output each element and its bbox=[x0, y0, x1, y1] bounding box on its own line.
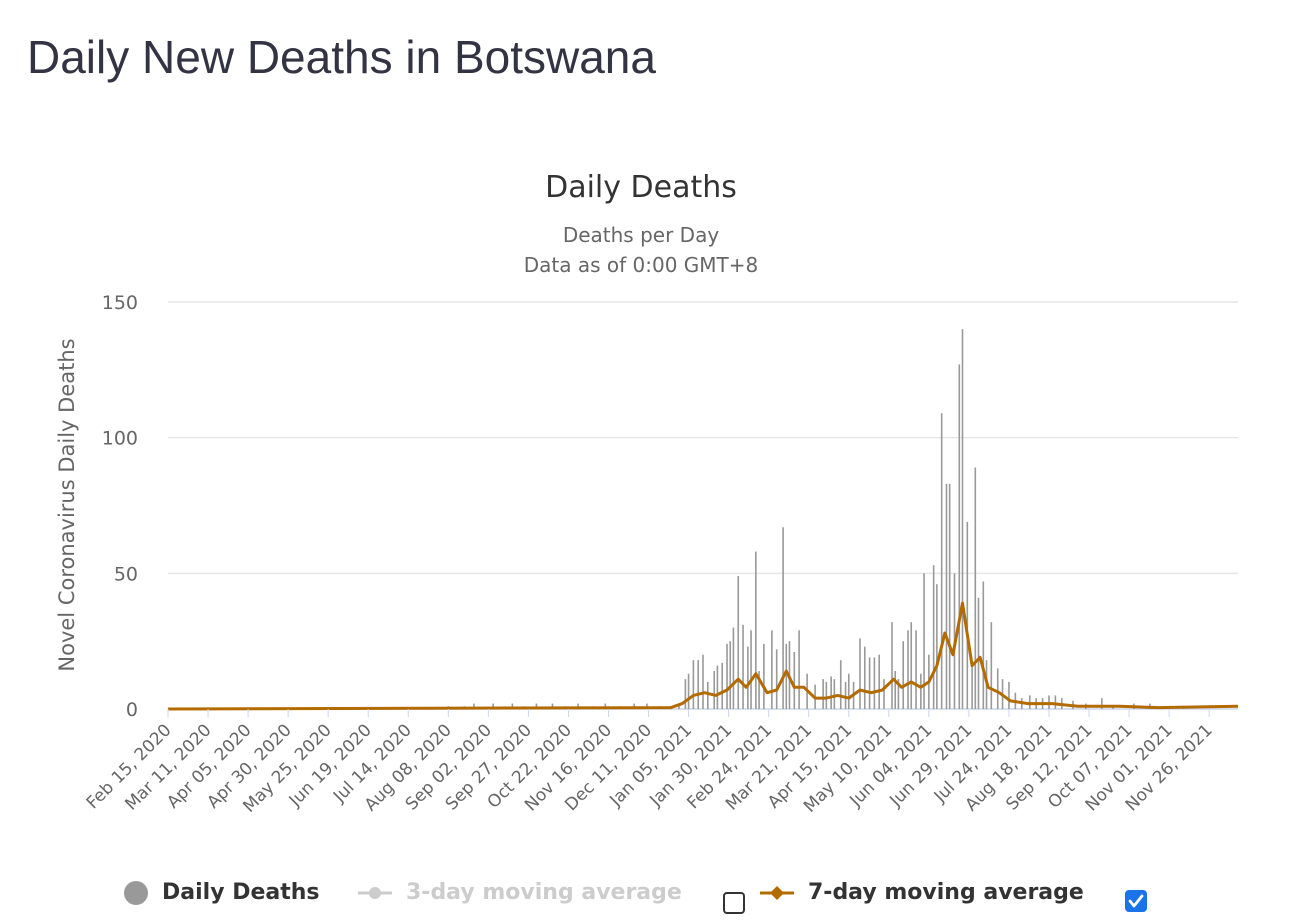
daily-deaths-bar bbox=[844, 681, 847, 709]
daily-deaths-bar bbox=[932, 565, 935, 709]
daily-deaths-bar bbox=[891, 622, 893, 709]
y-axis-ticks: 0 50 100 150 bbox=[102, 292, 138, 721]
page-title: Daily New Deaths in Botswana bbox=[27, 31, 656, 83]
daily-deaths-bar bbox=[902, 641, 905, 709]
daily-deaths-bar bbox=[910, 622, 913, 709]
daily-deaths-bar bbox=[750, 630, 752, 709]
daily-deaths-bar bbox=[859, 638, 861, 709]
daily-deaths-bar bbox=[697, 660, 699, 709]
toggle-7-day-checkbox[interactable] bbox=[1125, 890, 1147, 912]
legend-item-daily-deaths[interactable]: Daily Deaths bbox=[124, 880, 320, 905]
legend-item-3-day-average[interactable]: 3-day moving average bbox=[358, 880, 682, 905]
daily-deaths-bar bbox=[721, 662, 724, 709]
daily-deaths-bar bbox=[775, 649, 778, 709]
moving-average-line bbox=[167, 601, 1239, 711]
grid-lines bbox=[168, 301, 1238, 710]
legend-item-7-day-average[interactable]: 7-day moving average bbox=[760, 880, 1084, 905]
daily-deaths-bar bbox=[732, 627, 735, 709]
daily-deaths-bar bbox=[883, 679, 885, 709]
daily-deaths-bar bbox=[961, 329, 964, 709]
daily-deaths-bar bbox=[684, 679, 687, 709]
daily-deaths-bar bbox=[535, 703, 538, 709]
daily-deaths-bar bbox=[996, 668, 999, 709]
chart-title: Daily Deaths bbox=[545, 170, 737, 205]
daily-deaths-bar bbox=[971, 662, 973, 709]
daily-deaths-bar bbox=[982, 581, 985, 709]
checkmark-icon bbox=[1128, 894, 1144, 908]
daily-deaths-bar bbox=[551, 703, 554, 709]
daily-deaths-bar bbox=[798, 630, 800, 709]
chart-subtitle-line-1: Deaths per Day bbox=[563, 223, 719, 247]
legend-label: 7-day moving average bbox=[808, 880, 1084, 905]
chart-subtitle-line-2: Data as of 0:00 GMT+8 bbox=[524, 253, 759, 277]
daily-deaths-bar bbox=[847, 673, 850, 709]
daily-deaths-bar bbox=[974, 467, 977, 709]
daily-deaths-bar bbox=[948, 483, 951, 709]
seven-day-average-line bbox=[167, 601, 1239, 711]
daily-deaths-bar bbox=[692, 660, 695, 709]
daily-deaths-bar bbox=[763, 643, 765, 709]
daily-deaths-bar bbox=[863, 646, 866, 709]
daily-deaths-bar bbox=[747, 646, 749, 709]
daily-deaths-bar bbox=[1054, 695, 1057, 709]
daily-deaths-bar bbox=[868, 657, 871, 709]
daily-deaths-bar bbox=[945, 483, 948, 709]
daily-deaths-bars bbox=[447, 329, 1185, 709]
daily-deaths-bar bbox=[940, 413, 943, 709]
daily-deaths-bar bbox=[577, 703, 579, 709]
daily-deaths-bar bbox=[825, 681, 828, 709]
daily-deaths-bar bbox=[894, 671, 897, 709]
daily-deaths-bar bbox=[977, 597, 980, 709]
daily-deaths-bar bbox=[907, 630, 909, 709]
legend-label: Daily Deaths bbox=[162, 880, 320, 905]
daily-deaths-bar bbox=[755, 551, 757, 709]
daily-deaths-bar bbox=[966, 521, 969, 709]
daily-deaths-bar bbox=[897, 679, 900, 709]
daily-deaths-bar bbox=[742, 624, 744, 709]
daily-deaths-bar bbox=[758, 671, 760, 709]
y-axis-title: Novel Coronavirus Daily Deaths bbox=[55, 338, 79, 671]
daily-deaths-bar bbox=[920, 673, 922, 709]
daily-deaths-bar bbox=[839, 660, 842, 709]
daily-deaths-bar bbox=[915, 630, 917, 709]
daily-deaths-bar bbox=[687, 673, 690, 709]
daily-deaths-bar bbox=[492, 703, 494, 709]
daily-deaths-bar bbox=[782, 527, 784, 709]
y-tick-label: 100 bbox=[102, 428, 138, 450]
daily-deaths-bar bbox=[878, 654, 880, 709]
daily-deaths-bar bbox=[702, 654, 704, 709]
y-tick-label: 50 bbox=[114, 563, 138, 585]
daily-deaths-bar bbox=[726, 643, 728, 709]
daily-deaths-bar bbox=[830, 676, 832, 709]
line-diamond-icon bbox=[760, 881, 794, 905]
y-tick-label: 0 bbox=[126, 699, 138, 721]
daily-deaths-bar bbox=[936, 584, 938, 709]
daily-deaths-bar bbox=[833, 679, 836, 709]
daily-deaths-bar bbox=[873, 657, 876, 709]
daily-deaths-bar bbox=[716, 665, 719, 709]
legend-label: 3-day moving average bbox=[406, 880, 682, 905]
daily-deaths-bar bbox=[1008, 681, 1010, 709]
daily-deaths-bar bbox=[990, 622, 993, 709]
daily-deaths-chart: Daily Deaths Deaths per Day Data as of 0… bbox=[55, 170, 1239, 817]
daily-deaths-bar bbox=[729, 641, 732, 709]
circle-icon bbox=[124, 880, 148, 905]
y-tick-label: 150 bbox=[102, 292, 138, 314]
daily-deaths-bar bbox=[793, 652, 796, 709]
toggle-3-day-checkbox[interactable] bbox=[723, 892, 745, 914]
daily-deaths-bar bbox=[1101, 698, 1103, 709]
daily-deaths-bar bbox=[707, 681, 709, 709]
daily-deaths-bar bbox=[771, 630, 773, 709]
daily-deaths-bar bbox=[473, 703, 475, 709]
daily-deaths-bar bbox=[958, 364, 961, 709]
daily-deaths-bar bbox=[923, 573, 925, 709]
line-dot-icon bbox=[358, 881, 392, 905]
daily-deaths-bar bbox=[737, 576, 740, 709]
daily-deaths-bar bbox=[713, 671, 716, 709]
daily-deaths-bar bbox=[822, 679, 824, 709]
daily-deaths-bar bbox=[785, 643, 788, 709]
daily-deaths-bar bbox=[511, 703, 514, 709]
